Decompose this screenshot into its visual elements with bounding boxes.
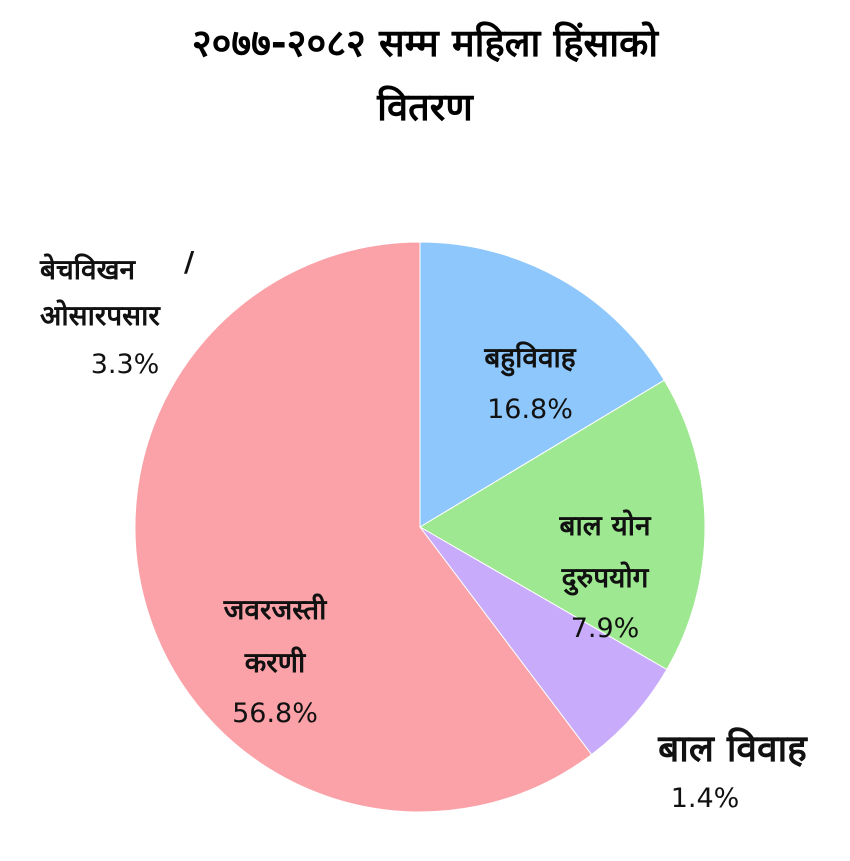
slice-label-bechbikhan-line-2: ओसारपसार [40, 299, 160, 332]
slice-label-jawarjasti-line-2: करणी [244, 646, 306, 679]
slice-label-bechbikhan-line-1: बेचविखन [40, 253, 136, 286]
chart-title-line-2: वितरण [377, 85, 473, 129]
slice-label-bahubibah: बहुविवाह [484, 341, 576, 374]
slice-percent-bal-bibah: 1.4% [670, 783, 740, 814]
slice-label-bal-yon-line-1: बाल योन [559, 509, 651, 542]
pie-slice-bahubibah [419, 241, 665, 528]
chart-title-line-1: २०७७-२०८२ सम्म महिला हिंसाको [191, 21, 659, 65]
slice-percent-bahubibah: 16.8% [487, 394, 573, 425]
slice-percent-jawarjasti: 56.8% [232, 698, 318, 729]
slice-label-bal-yon-line-2: दुरुपयोग [561, 561, 649, 594]
pie-slice-bal-yon-durupayog [419, 379, 706, 671]
pie-slice-bal-bibah [419, 526, 668, 756]
slice-label-bechbikhan-separator: / [184, 245, 195, 278]
slice-percent-bal-yon: 7.9% [570, 613, 640, 644]
slice-percent-bechbikhan: 3.3% [90, 349, 160, 380]
pie-slice-jawarjasti-karani [134, 241, 593, 813]
slice-label-jawarjasti-line-1: जवरजस्ती [223, 593, 327, 626]
slice-label-bal-bibah: बाल विवाह [658, 727, 807, 770]
